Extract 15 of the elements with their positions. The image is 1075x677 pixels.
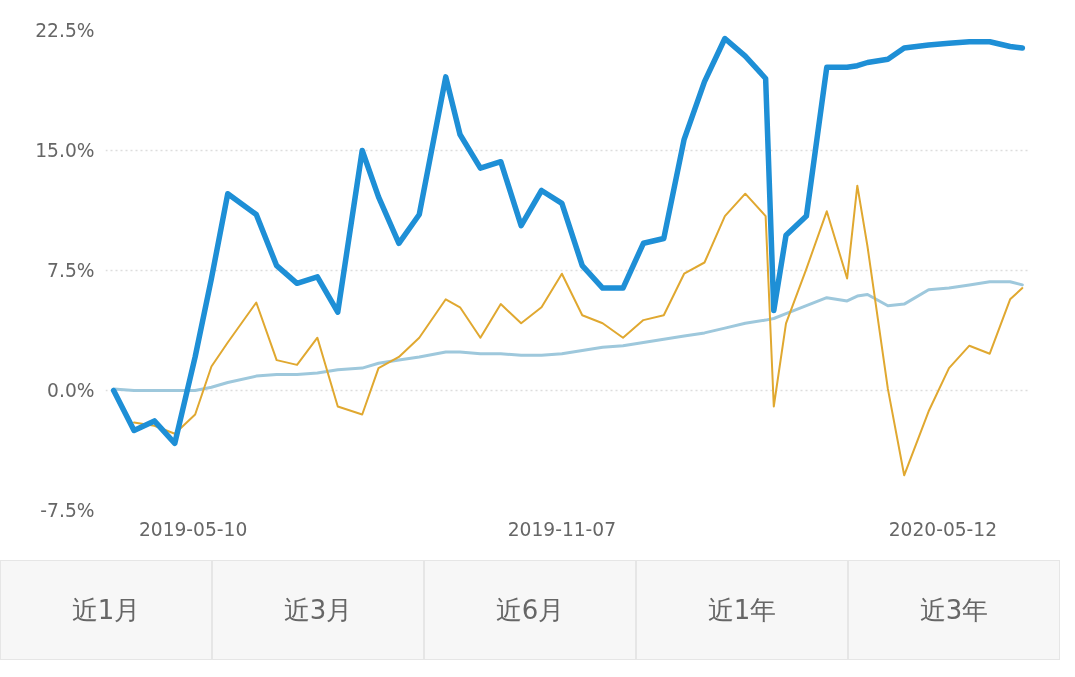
- text: 近1年: [707, 594, 777, 627]
- y-tick-label: -7.5%: [40, 500, 95, 521]
- line-series: [133, 184, 1024, 477]
- y-tick-label: 22.5%: [35, 20, 95, 41]
- text: 近6月: [495, 594, 565, 627]
- x-tick-label: 2019-11-07: [507, 518, 617, 540]
- line-series: [112, 280, 1024, 392]
- x-tick-label: 2020-05-12: [888, 518, 998, 540]
- y-tick-label: 0.0%: [47, 380, 95, 401]
- x-tick-label: 2019-05-10: [138, 518, 248, 540]
- y-tick-label: 15.0%: [35, 140, 95, 161]
- y-tick-label: 7.5%: [47, 260, 95, 281]
- text: 近3月: [283, 594, 353, 627]
- text: 近1月: [71, 594, 141, 627]
- text: 近3年: [919, 594, 989, 627]
